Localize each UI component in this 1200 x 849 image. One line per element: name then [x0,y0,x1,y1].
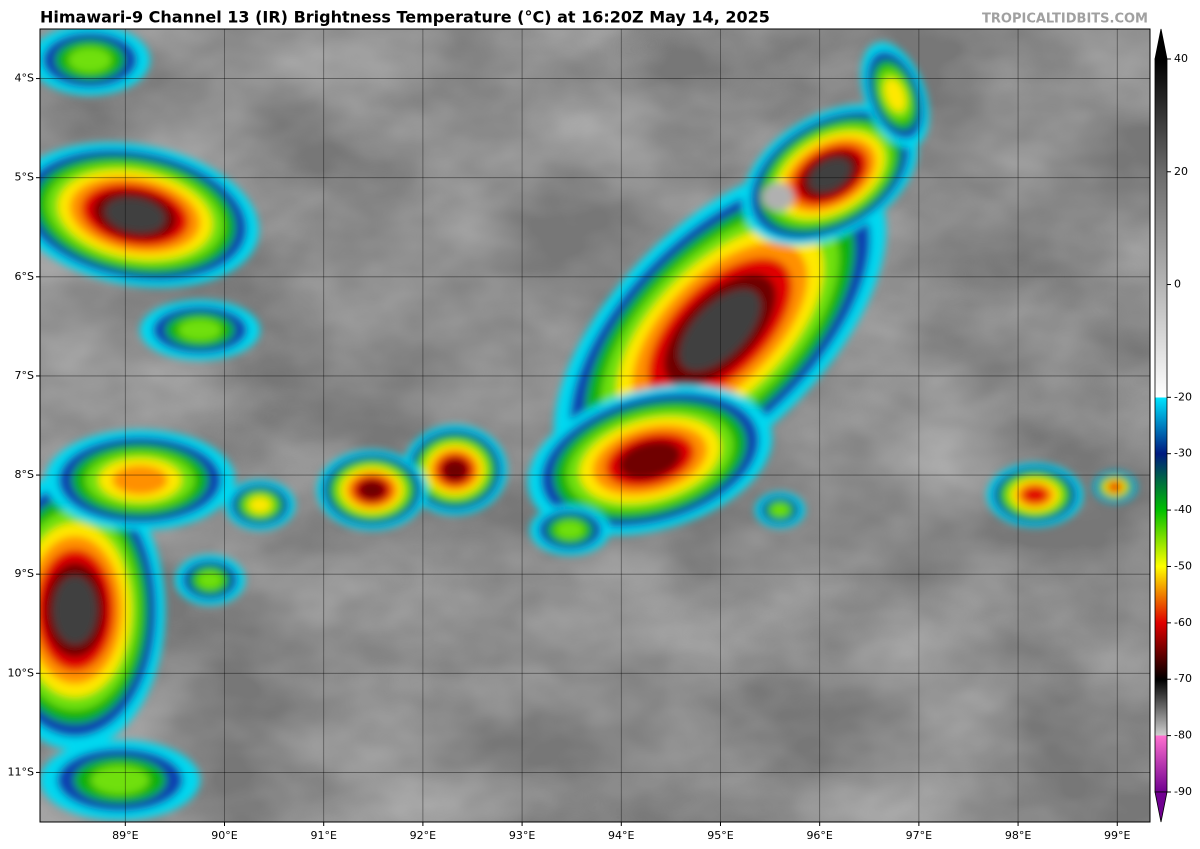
satellite-image [40,29,1150,822]
colorbar-label: 0 [1174,278,1181,291]
lat-label: 10°S [8,666,34,679]
lon-label: 90°E [211,829,237,842]
convection [770,503,790,517]
lat-label: 7°S [15,369,34,382]
convection [178,319,222,341]
lon-label: 94°E [608,829,634,842]
colorbar-label: 40 [1174,52,1188,65]
source-credit: TROPICALTIDBITS.COM [982,12,1148,27]
map-frame [39,28,1151,823]
convection [248,497,272,513]
convection [112,465,168,495]
lon-label: 92°E [410,829,436,842]
lon-label: 99°E [1104,829,1130,842]
colorbar-extend-bottom [1154,791,1168,823]
lon-label: 91°E [310,829,336,842]
lat-label: 11°S [8,765,34,778]
colorbar-body [1154,58,1168,793]
convection [679,289,761,371]
convection [68,47,112,73]
convection [1021,486,1049,504]
lat-label: 9°S [15,567,34,580]
lat-label: 5°S [15,171,34,184]
convection [441,458,469,482]
convection [618,440,682,480]
overshooting-top [762,183,794,211]
lon-label: 98°E [1005,829,1031,842]
lat-label: 8°S [15,468,34,481]
lon-label: 96°E [806,829,832,842]
lat-label: 4°S [15,72,34,85]
lon-label: 95°E [707,829,733,842]
lat-label: 6°S [15,270,34,283]
convection-layer [40,29,1137,820]
convection [197,570,223,590]
colorbar-label: -30 [1174,447,1192,460]
convection [357,479,387,501]
colorbar-label: -60 [1174,616,1192,629]
colorbar-label: -90 [1174,785,1192,798]
colorbar-label: -40 [1174,503,1192,516]
colorbar-label: -20 [1174,390,1192,403]
graticule [40,29,1150,822]
lon-label: 89°E [112,829,138,842]
convection [53,575,97,645]
convection [91,765,149,795]
lon-label: 93°E [509,829,535,842]
colorbar: 40 20 0 -20 -30 -40 -50 -60 -70 -80 -90 [1154,28,1192,823]
colorbar-label: 20 [1174,165,1188,178]
convection [1109,482,1121,492]
colorbar-extend-top [1154,28,1168,60]
convection [884,78,906,112]
colorbar-label: -70 [1174,672,1192,685]
map-title: Himawari-9 Channel 13 (IR) Brightness Te… [40,8,770,27]
convection [555,520,585,540]
lon-label: 97°E [906,829,932,842]
colorbar-label: -50 [1174,559,1192,572]
convection [104,197,166,233]
convection [808,157,852,193]
colorbar-label: -80 [1174,729,1192,742]
